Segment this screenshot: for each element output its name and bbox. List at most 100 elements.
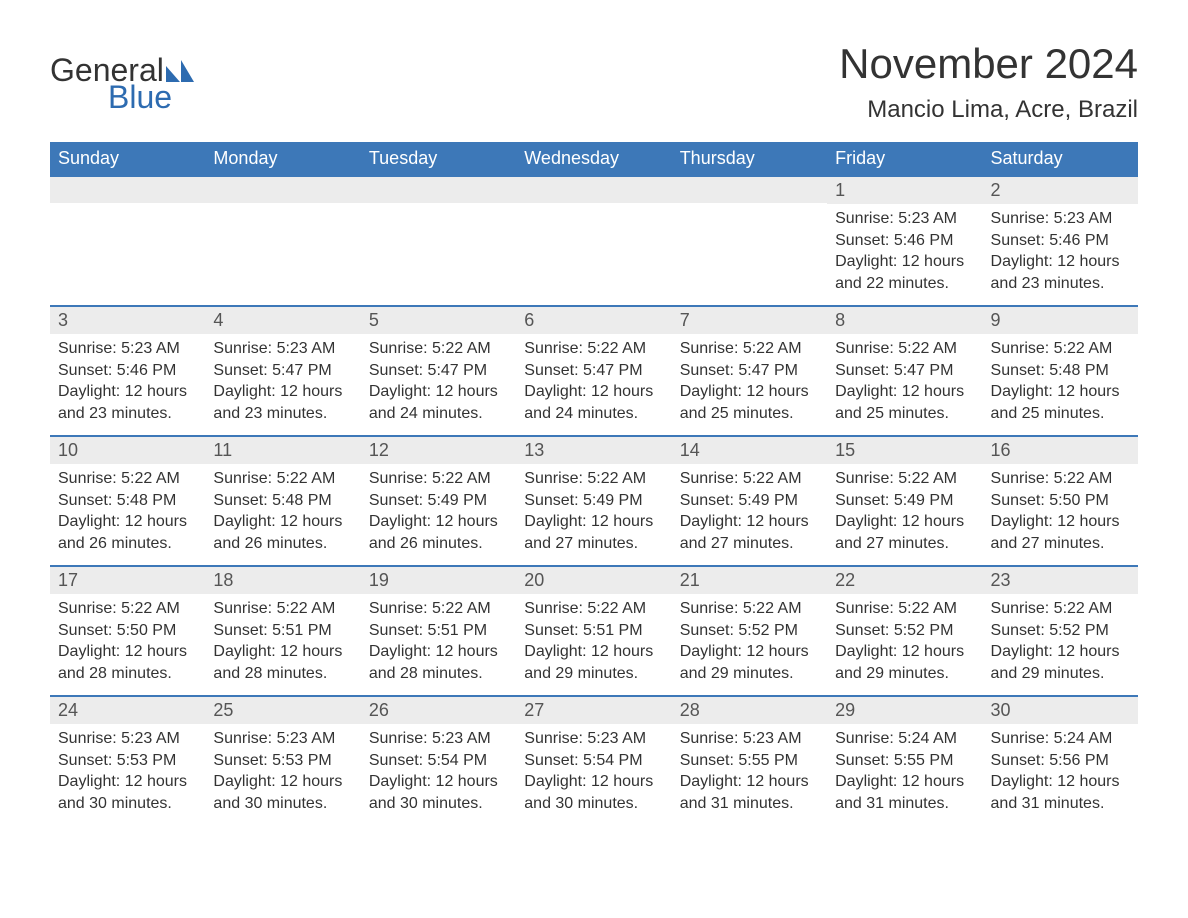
sunset-text: Sunset: 5:49 PM (369, 490, 508, 512)
sunrise-text: Sunrise: 5:23 AM (213, 728, 352, 750)
daylight-text: Daylight: 12 hours and 27 minutes. (835, 511, 974, 554)
day-number: 2 (983, 175, 1138, 204)
daylight-text: Daylight: 12 hours and 27 minutes. (524, 511, 663, 554)
calendar-cell: 9Sunrise: 5:22 AMSunset: 5:48 PMDaylight… (983, 305, 1138, 435)
sunset-text: Sunset: 5:50 PM (58, 620, 197, 642)
sunrise-text: Sunrise: 5:23 AM (835, 208, 974, 230)
sunset-text: Sunset: 5:52 PM (991, 620, 1130, 642)
calendar-cell: 1Sunrise: 5:23 AMSunset: 5:46 PMDaylight… (827, 175, 982, 305)
daylight-text: Daylight: 12 hours and 24 minutes. (524, 381, 663, 424)
calendar-body: 1Sunrise: 5:23 AMSunset: 5:46 PMDaylight… (50, 175, 1138, 825)
sunrise-text: Sunrise: 5:23 AM (680, 728, 819, 750)
daylight-text: Daylight: 12 hours and 29 minutes. (991, 641, 1130, 684)
sunset-text: Sunset: 5:49 PM (680, 490, 819, 512)
sunrise-text: Sunrise: 5:22 AM (835, 598, 974, 620)
sunrise-text: Sunrise: 5:22 AM (213, 468, 352, 490)
day-details: Sunrise: 5:22 AMSunset: 5:52 PMDaylight:… (672, 594, 827, 692)
day-details: Sunrise: 5:22 AMSunset: 5:50 PMDaylight:… (983, 464, 1138, 562)
empty-daynum (205, 175, 360, 203)
day-details: Sunrise: 5:23 AMSunset: 5:46 PMDaylight:… (827, 204, 982, 302)
daylight-text: Daylight: 12 hours and 22 minutes. (835, 251, 974, 294)
day-number: 5 (361, 305, 516, 334)
sunrise-text: Sunrise: 5:22 AM (680, 468, 819, 490)
calendar-cell: 14Sunrise: 5:22 AMSunset: 5:49 PMDayligh… (672, 435, 827, 565)
day-details: Sunrise: 5:22 AMSunset: 5:47 PMDaylight:… (361, 334, 516, 432)
sunset-text: Sunset: 5:52 PM (835, 620, 974, 642)
day-details: Sunrise: 5:22 AMSunset: 5:52 PMDaylight:… (983, 594, 1138, 692)
daylight-text: Daylight: 12 hours and 26 minutes. (58, 511, 197, 554)
day-number: 4 (205, 305, 360, 334)
calendar-week-row: 10Sunrise: 5:22 AMSunset: 5:48 PMDayligh… (50, 435, 1138, 565)
sunset-text: Sunset: 5:52 PM (680, 620, 819, 642)
calendar-cell: 20Sunrise: 5:22 AMSunset: 5:51 PMDayligh… (516, 565, 671, 695)
day-details: Sunrise: 5:22 AMSunset: 5:49 PMDaylight:… (672, 464, 827, 562)
day-details: Sunrise: 5:24 AMSunset: 5:55 PMDaylight:… (827, 724, 982, 822)
calendar-table: Sunday Monday Tuesday Wednesday Thursday… (50, 142, 1138, 825)
sunset-text: Sunset: 5:55 PM (835, 750, 974, 772)
day-details: Sunrise: 5:22 AMSunset: 5:49 PMDaylight:… (827, 464, 982, 562)
day-details: Sunrise: 5:23 AMSunset: 5:54 PMDaylight:… (516, 724, 671, 822)
day-details: Sunrise: 5:22 AMSunset: 5:47 PMDaylight:… (672, 334, 827, 432)
day-number: 18 (205, 565, 360, 594)
daylight-text: Daylight: 12 hours and 28 minutes. (58, 641, 197, 684)
day-details: Sunrise: 5:22 AMSunset: 5:48 PMDaylight:… (205, 464, 360, 562)
sunset-text: Sunset: 5:47 PM (369, 360, 508, 382)
sunrise-text: Sunrise: 5:23 AM (58, 338, 197, 360)
sunset-text: Sunset: 5:54 PM (369, 750, 508, 772)
location-subtitle: Mancio Lima, Acre, Brazil (839, 96, 1138, 124)
day-details: Sunrise: 5:22 AMSunset: 5:47 PMDaylight:… (516, 334, 671, 432)
sunrise-text: Sunrise: 5:22 AM (991, 598, 1130, 620)
daylight-text: Daylight: 12 hours and 27 minutes. (991, 511, 1130, 554)
calendar-cell (672, 175, 827, 305)
calendar-cell: 10Sunrise: 5:22 AMSunset: 5:48 PMDayligh… (50, 435, 205, 565)
weekday-header: Saturday (983, 142, 1138, 175)
calendar-cell: 4Sunrise: 5:23 AMSunset: 5:47 PMDaylight… (205, 305, 360, 435)
empty-daynum (361, 175, 516, 203)
weekday-header: Wednesday (516, 142, 671, 175)
daylight-text: Daylight: 12 hours and 30 minutes. (524, 771, 663, 814)
daylight-text: Daylight: 12 hours and 23 minutes. (213, 381, 352, 424)
calendar-cell: 24Sunrise: 5:23 AMSunset: 5:53 PMDayligh… (50, 695, 205, 825)
day-number: 3 (50, 305, 205, 334)
weekday-header: Friday (827, 142, 982, 175)
day-details: Sunrise: 5:22 AMSunset: 5:49 PMDaylight:… (516, 464, 671, 562)
page-header: General Blue November 2024 Mancio Lima, … (50, 40, 1138, 124)
calendar-cell: 30Sunrise: 5:24 AMSunset: 5:56 PMDayligh… (983, 695, 1138, 825)
day-details: Sunrise: 5:22 AMSunset: 5:47 PMDaylight:… (827, 334, 982, 432)
sunset-text: Sunset: 5:48 PM (58, 490, 197, 512)
day-number: 10 (50, 435, 205, 464)
calendar-week-row: 17Sunrise: 5:22 AMSunset: 5:50 PMDayligh… (50, 565, 1138, 695)
day-number: 25 (205, 695, 360, 724)
day-number: 8 (827, 305, 982, 334)
weekday-header: Sunday (50, 142, 205, 175)
day-number: 19 (361, 565, 516, 594)
day-details: Sunrise: 5:22 AMSunset: 5:48 PMDaylight:… (50, 464, 205, 562)
sunrise-text: Sunrise: 5:23 AM (524, 728, 663, 750)
sunset-text: Sunset: 5:55 PM (680, 750, 819, 772)
sunrise-text: Sunrise: 5:22 AM (58, 468, 197, 490)
sunrise-text: Sunrise: 5:22 AM (680, 598, 819, 620)
sunrise-text: Sunrise: 5:24 AM (835, 728, 974, 750)
calendar-cell: 28Sunrise: 5:23 AMSunset: 5:55 PMDayligh… (672, 695, 827, 825)
day-details: Sunrise: 5:23 AMSunset: 5:46 PMDaylight:… (983, 204, 1138, 302)
day-details: Sunrise: 5:23 AMSunset: 5:46 PMDaylight:… (50, 334, 205, 432)
daylight-text: Daylight: 12 hours and 26 minutes. (369, 511, 508, 554)
sunset-text: Sunset: 5:46 PM (835, 230, 974, 252)
sunset-text: Sunset: 5:47 PM (213, 360, 352, 382)
calendar-cell: 8Sunrise: 5:22 AMSunset: 5:47 PMDaylight… (827, 305, 982, 435)
month-title: November 2024 (839, 40, 1138, 88)
daylight-text: Daylight: 12 hours and 31 minutes. (991, 771, 1130, 814)
sunset-text: Sunset: 5:47 PM (680, 360, 819, 382)
sunrise-text: Sunrise: 5:22 AM (524, 598, 663, 620)
day-number: 16 (983, 435, 1138, 464)
calendar-cell: 22Sunrise: 5:22 AMSunset: 5:52 PMDayligh… (827, 565, 982, 695)
daylight-text: Daylight: 12 hours and 29 minutes. (835, 641, 974, 684)
calendar-cell (516, 175, 671, 305)
day-details: Sunrise: 5:23 AMSunset: 5:53 PMDaylight:… (205, 724, 360, 822)
daylight-text: Daylight: 12 hours and 23 minutes. (991, 251, 1130, 294)
sunset-text: Sunset: 5:56 PM (991, 750, 1130, 772)
calendar-cell: 5Sunrise: 5:22 AMSunset: 5:47 PMDaylight… (361, 305, 516, 435)
daylight-text: Daylight: 12 hours and 31 minutes. (680, 771, 819, 814)
day-number: 29 (827, 695, 982, 724)
daylight-text: Daylight: 12 hours and 28 minutes. (213, 641, 352, 684)
